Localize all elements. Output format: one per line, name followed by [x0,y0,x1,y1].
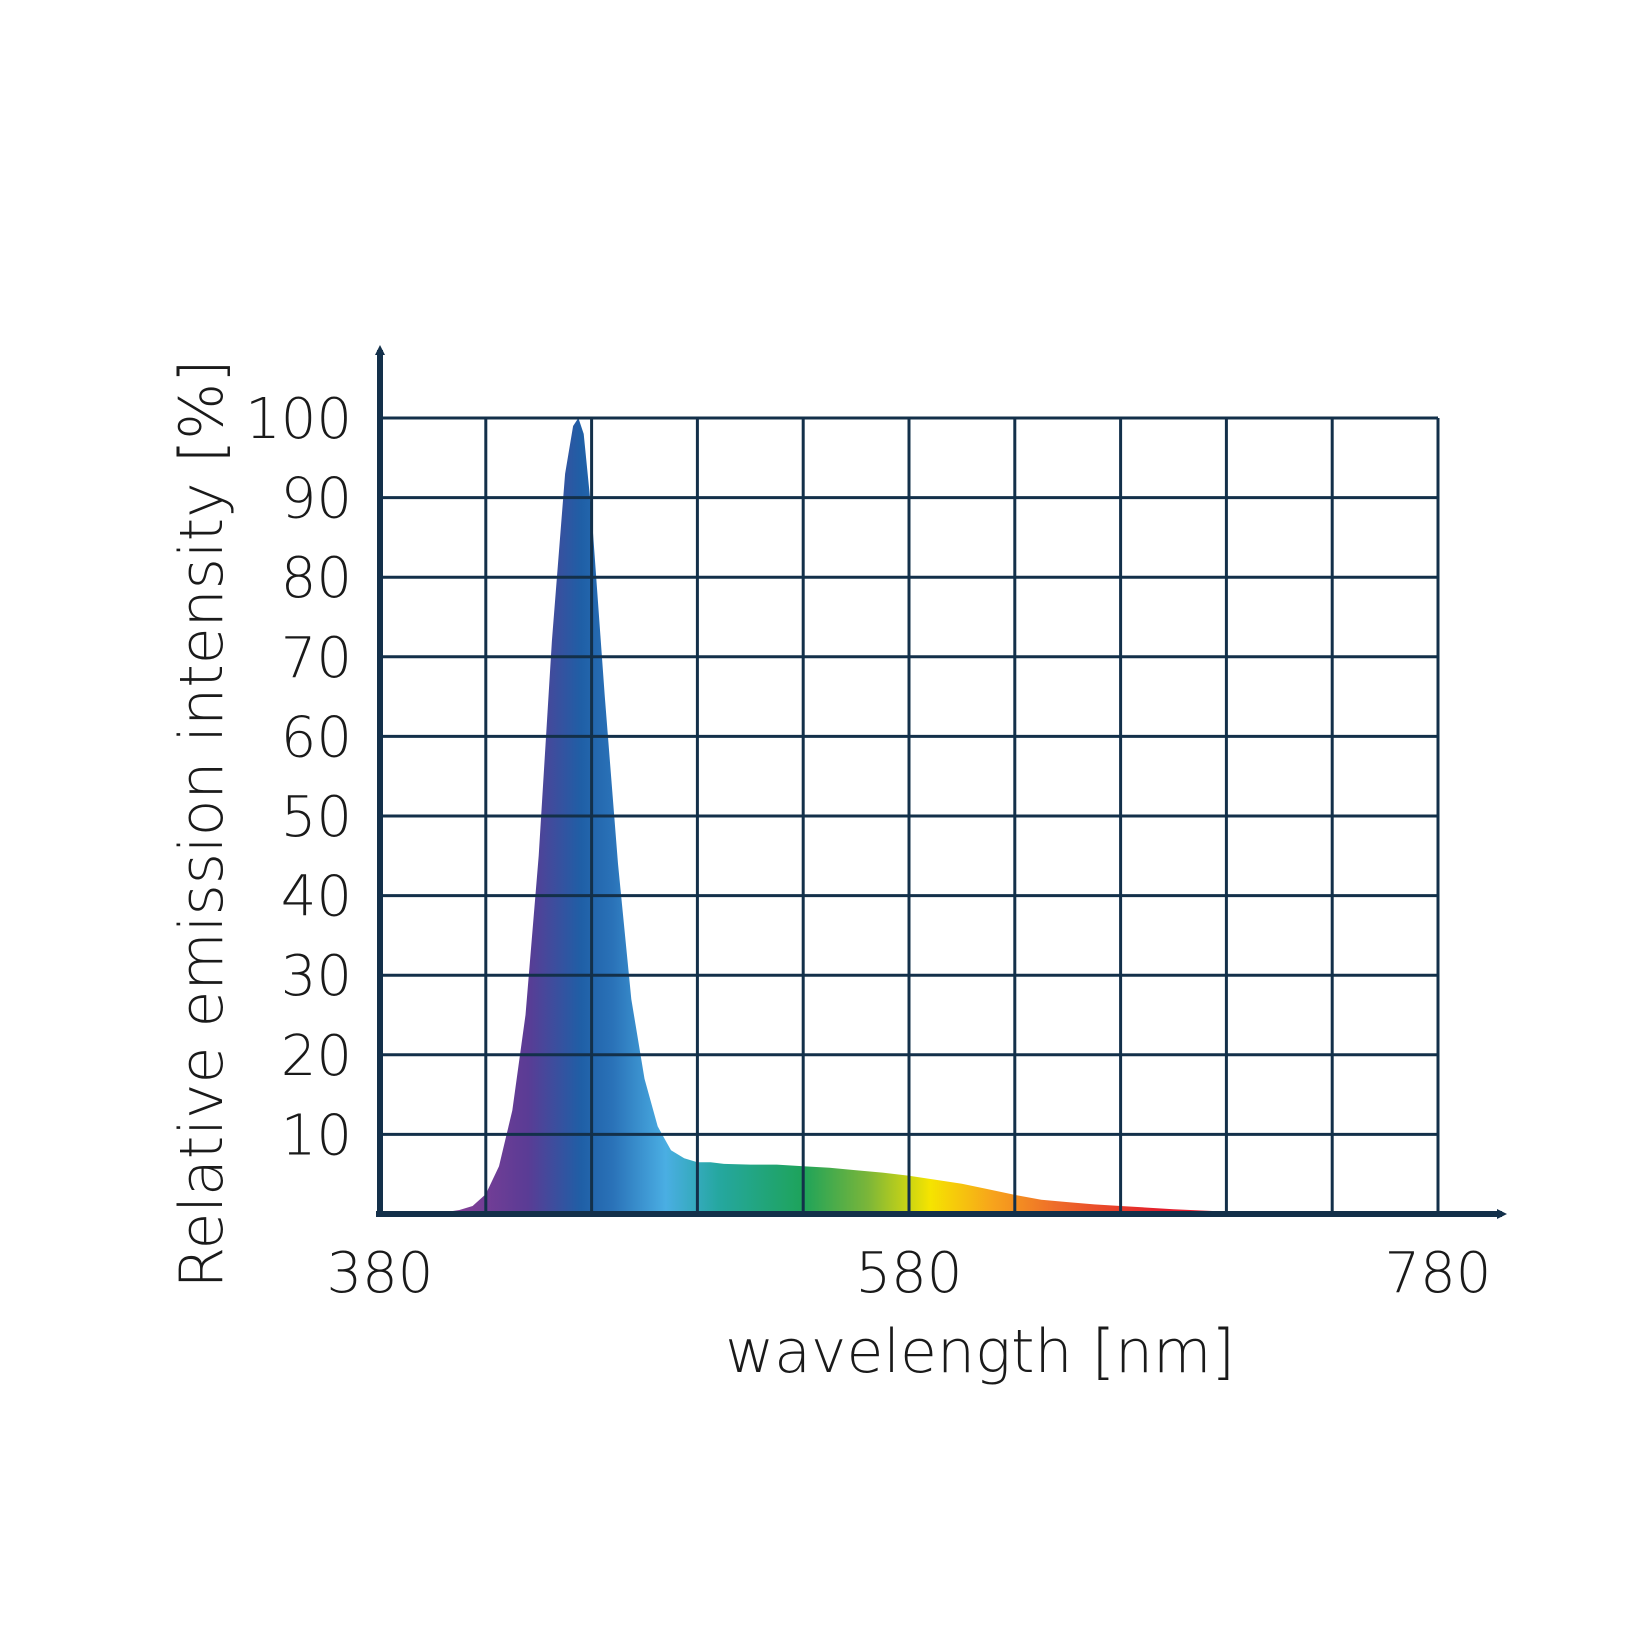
axis-layer [375,345,1507,1219]
x-tick-label: 380 [327,1241,434,1306]
x-tick-label: 780 [1385,1241,1492,1306]
y-tick-label: 10 [281,1103,352,1168]
y-tick-label: 50 [281,785,352,850]
y-tick-label: 70 [281,626,352,691]
y-tick-label: 100 [245,387,352,452]
y-tick-label: 20 [281,1024,352,1089]
y-tick-label: 60 [281,705,352,770]
x-tick-label: 580 [856,1241,963,1306]
y-tick-label: 90 [281,467,352,532]
grid-layer [380,416,1440,1214]
y-tick-label: 80 [281,546,352,611]
y-tick-label: 40 [281,865,352,930]
tick-label-layer: 10 20 30 40 50 60 70 80 90 100 380 580 780 [245,387,1491,1306]
x-axis-title: wavelength [nm] [725,1317,1235,1387]
y-tick-label: 30 [281,944,352,1009]
y-axis-title: Relative emission intensity [%] [167,359,237,1288]
